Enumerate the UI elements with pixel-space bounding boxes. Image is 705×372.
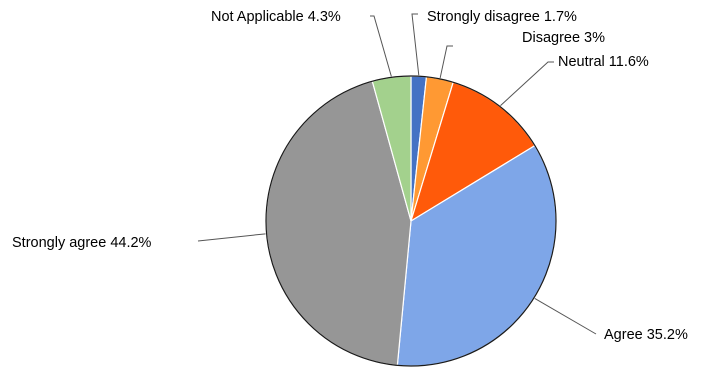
leader-lines [197, 13, 597, 335]
leader-line-1 [411, 13, 420, 76]
slice-label-2: Disagree 3% [522, 30, 605, 46]
slice-labels: Strongly disagree 1.7% Disagree 3% Neutral… [12, 9, 688, 343]
leader-line-4 [534, 298, 597, 335]
slice-label-4: Agree 35.2% [604, 327, 688, 343]
slice-label-3: Neutral 11.6% [558, 54, 649, 70]
leader-line-5 [197, 233, 266, 242]
slice-label-1: Strongly disagree 1.7% [427, 9, 577, 25]
leader-line-6 [370, 15, 392, 77]
pie-slices [265, 75, 557, 367]
slice-label-6: Not Applicable 4.3% [211, 9, 341, 25]
slice-label-5: Strongly agree 44.2% [12, 235, 152, 251]
pie-outline [265, 75, 557, 367]
leader-line-3 [500, 61, 554, 107]
leader-line-2 [439, 45, 453, 79]
